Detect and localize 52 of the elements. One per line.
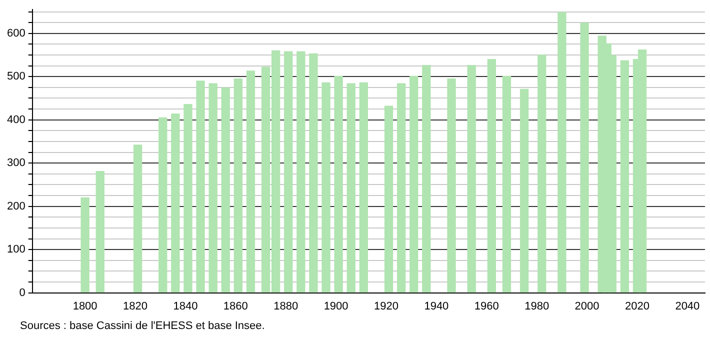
bar: [80, 197, 90, 293]
bar: [447, 78, 456, 293]
y-tick-label: 200: [6, 200, 26, 212]
bar: [520, 88, 529, 293]
bar: [620, 60, 630, 293]
bar: [396, 83, 406, 293]
x-tick-label: 1880: [274, 300, 298, 312]
y-tick-label: 100: [6, 244, 26, 256]
x-tick-label: 1840: [173, 300, 198, 312]
y-tick-label: 300: [6, 157, 26, 170]
bar: [158, 117, 168, 293]
x-tick-label: 2020: [624, 300, 650, 312]
bar: [246, 70, 256, 293]
bar: [346, 83, 356, 293]
bar: [96, 170, 104, 293]
bar: [221, 88, 230, 293]
bar: [322, 82, 330, 293]
source-note: Sources : base Cassini de l'EHESS et base Insee.: [20, 320, 265, 332]
bar: [538, 54, 546, 293]
bar: [422, 65, 431, 293]
x-tick-label: 1920: [374, 300, 398, 312]
bar: [133, 144, 142, 293]
bar: [467, 65, 476, 293]
bar: [196, 80, 205, 293]
x-tick-label: 1900: [324, 300, 348, 312]
y-tick-label: 400: [6, 114, 26, 126]
x-tick-label: 1960: [474, 300, 499, 312]
bar: [208, 83, 218, 293]
bar: [334, 76, 343, 293]
bar: [502, 76, 512, 293]
bar: [184, 104, 192, 293]
bar: [558, 12, 566, 293]
y-tick-label: 0: [19, 286, 26, 299]
x-tick-label: 1820: [123, 300, 148, 312]
y-tick-label: 600: [6, 27, 26, 40]
bar: [171, 113, 180, 293]
x-tick-label: 1980: [524, 300, 550, 312]
x-tick-label: 1860: [223, 300, 248, 312]
y-tick-label: 500: [6, 70, 26, 83]
x-tick-label: 1800: [72, 300, 98, 312]
bar: [487, 58, 496, 293]
bar: [384, 106, 394, 293]
bar: [284, 51, 293, 293]
bar: [410, 76, 418, 293]
bar: [234, 78, 242, 293]
x-tick-label: 2000: [574, 300, 600, 312]
bar: [296, 51, 306, 293]
bar: [359, 82, 368, 293]
bar: [309, 53, 318, 293]
x-tick-label: 2040: [675, 300, 700, 312]
bar: [580, 22, 589, 293]
x-tick-label: 1940: [424, 300, 449, 312]
